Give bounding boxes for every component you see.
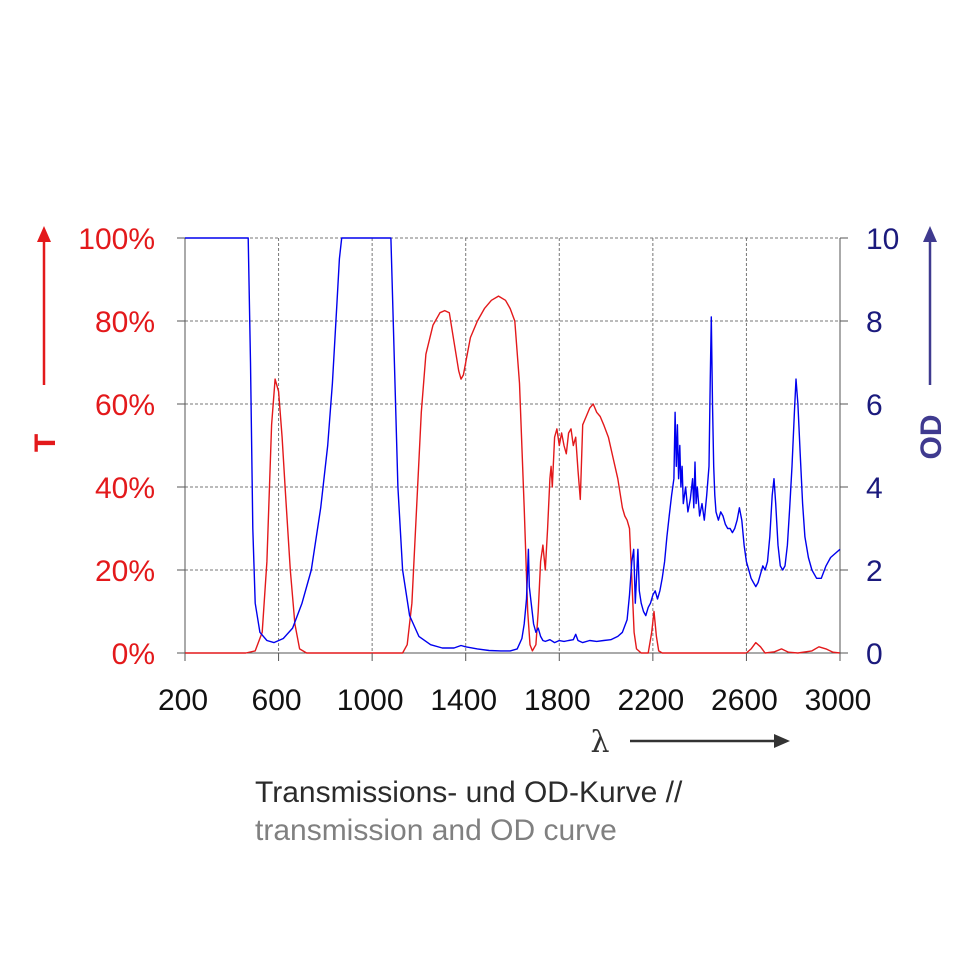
- caption-english: transmission and OD curve: [255, 814, 617, 847]
- y-tick-label-left: 80%: [95, 306, 155, 339]
- y-tick-label-right: 4: [866, 472, 883, 505]
- y-tick-label-right: 0: [866, 638, 883, 671]
- x-tick-label: 3000: [805, 684, 872, 717]
- x-tick-label: 1800: [524, 684, 591, 717]
- right-axis-label: OD: [915, 415, 948, 460]
- y-ticks-left: 0% 20% 40% 60% 80% 100%: [78, 223, 185, 671]
- series-layer: [185, 237, 841, 654]
- od-curve: [185, 237, 841, 652]
- x-tick-label: 1000: [337, 684, 404, 717]
- y-tick-label-left: 40%: [95, 472, 155, 505]
- x-tick-label: 200: [158, 684, 208, 717]
- x-axis-arrow: [630, 734, 790, 748]
- transmission-curve: [185, 295, 841, 654]
- x-tick-label: 2200: [617, 684, 684, 717]
- x-ticks: 200 600 1000 1400 1800 2200 2600 3000: [158, 653, 871, 717]
- y-tick-label-left: 100%: [78, 223, 155, 256]
- y-tick-label-right: 2: [866, 555, 883, 588]
- y-tick-label-left: 20%: [95, 555, 155, 588]
- y-ticks-right: 0 2 4 6 8 10: [840, 223, 899, 671]
- caption-german: Transmissions- und OD-Kurve //: [255, 776, 683, 809]
- x-tick-label: 1400: [430, 684, 497, 717]
- y-tick-label-right: 6: [866, 389, 883, 422]
- y-tick-label-left: 0%: [112, 638, 155, 671]
- left-axis-label: T: [29, 434, 62, 452]
- left-axis-arrow: [37, 226, 51, 385]
- x-tick-label: 2600: [711, 684, 778, 717]
- y-tick-label-left: 60%: [95, 389, 155, 422]
- y-tick-label-right: 10: [866, 223, 899, 256]
- y-tick-label-right: 8: [866, 306, 883, 339]
- x-tick-label: 600: [252, 684, 302, 717]
- right-axis-arrow: [923, 226, 937, 385]
- x-axis-label: λ: [590, 725, 609, 760]
